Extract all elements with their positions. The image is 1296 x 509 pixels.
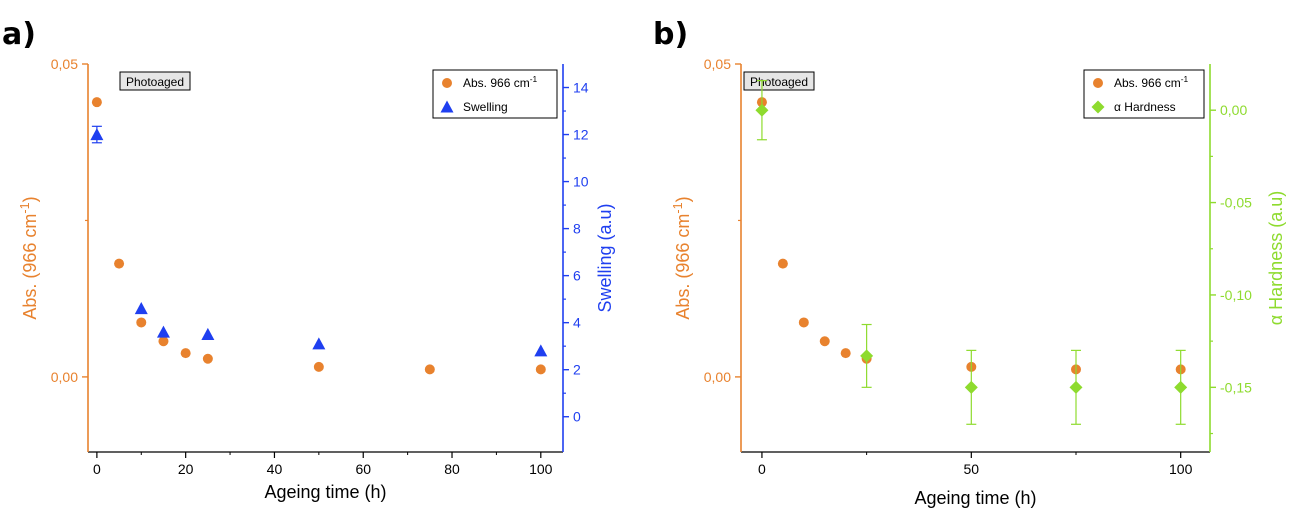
y2-tick-label: -0,15: [1220, 379, 1252, 395]
data-point: [313, 361, 324, 372]
chart-panel-b: b) 0 50 100 0,00 0,05 0,00 -0,05 -0,10 -0,15 Agein…: [653, 17, 1286, 508]
data-point: [114, 258, 125, 269]
series-0: [91, 97, 546, 375]
legend-label: Abs. 966 cm-1: [463, 74, 537, 90]
y2-tick-label: 4: [573, 315, 581, 331]
legend-box: [1083, 69, 1205, 119]
y-tick-label: 0,00: [51, 369, 78, 385]
y2-tick-label: 0,00: [1220, 102, 1247, 118]
data-point: [134, 302, 148, 315]
data-point: [534, 344, 548, 357]
x-tick-label: 0: [93, 461, 101, 477]
data-point: [798, 317, 809, 328]
data-point: [202, 353, 213, 364]
x-tick-label: 50: [964, 461, 980, 477]
x-tick-label: 80: [444, 461, 460, 477]
x-tick-label: 60: [355, 461, 371, 477]
data-point: [860, 349, 874, 363]
data-point: [156, 325, 170, 338]
data-point: [158, 336, 169, 347]
legend-marker: [442, 78, 452, 88]
y2-tick-label: -0,05: [1220, 195, 1252, 211]
x-axis-label: Ageing time (h): [914, 488, 1036, 508]
data-point: [136, 317, 147, 328]
data-point: [1174, 380, 1188, 394]
y-axis-label: Abs. (966 cm-1): [671, 196, 693, 319]
y2-tick-label: 6: [573, 268, 581, 284]
legend: Abs. 966 cm-1 α Hardness: [1083, 69, 1205, 119]
y2-tick-label: 12: [573, 127, 589, 143]
x-axis-label: Ageing time (h): [264, 482, 386, 502]
legend-marker: [1091, 100, 1105, 114]
legend-label: Abs. 966 cm-1: [1114, 74, 1188, 90]
y2-axis-label: Swelling (a.u): [595, 203, 615, 312]
y-tick-label: 0,05: [51, 56, 78, 72]
y2-tick-label: 0: [573, 409, 581, 425]
legend: Abs. 966 cm-1 Swelling: [432, 69, 558, 119]
y2-tick-label: 10: [573, 174, 589, 190]
data-point: [91, 97, 102, 108]
legend-marker: [440, 100, 454, 113]
data-point: [424, 364, 435, 375]
data-point: [180, 348, 191, 359]
data-point: [964, 380, 978, 394]
y2-tick-label: -0,10: [1220, 287, 1252, 303]
annotation-text: Photoaged: [750, 75, 808, 89]
panel-label: a): [2, 17, 36, 52]
chart-panel-a: a) 0 20 40 60 80 100 0,00 0,05 0 2 4 6 8 10 12 14 Ageing …: [2, 17, 615, 502]
data-point: [1069, 380, 1083, 394]
y2-tick-label: 8: [573, 221, 581, 237]
data-point: [777, 258, 788, 269]
y-tick-label: 0,05: [704, 56, 731, 72]
x-tick-label: 0: [758, 461, 766, 477]
y2-tick-label: 2: [573, 362, 581, 378]
x-tick-label: 40: [267, 461, 283, 477]
annotation-box: [119, 71, 191, 91]
series-1: [90, 125, 548, 357]
data-point: [90, 128, 104, 141]
y2-axis-label: α Hardness (a.u): [1266, 191, 1286, 325]
data-point: [201, 327, 215, 340]
data-point: [840, 348, 851, 359]
data-point: [312, 337, 326, 350]
series-0: [756, 97, 1186, 375]
y2-tick-label: 14: [573, 80, 589, 96]
data-point: [755, 103, 769, 117]
panel-label: b): [653, 17, 688, 52]
series-1: [755, 80, 1188, 425]
legend-label: Swelling: [463, 100, 508, 114]
data-point: [819, 336, 830, 347]
x-tick-label: 20: [178, 461, 194, 477]
legend-box: [432, 69, 558, 119]
legend-label: α Hardness: [1114, 100, 1176, 114]
y-axis-label: Abs. (966 cm-1): [18, 196, 40, 319]
legend-marker: [1093, 78, 1103, 88]
annotation-text: Photoaged: [126, 75, 184, 89]
y-tick-label: 0,00: [704, 369, 731, 385]
x-tick-label: 100: [1169, 461, 1193, 477]
x-tick-label: 100: [529, 461, 553, 477]
data-point: [535, 364, 546, 375]
